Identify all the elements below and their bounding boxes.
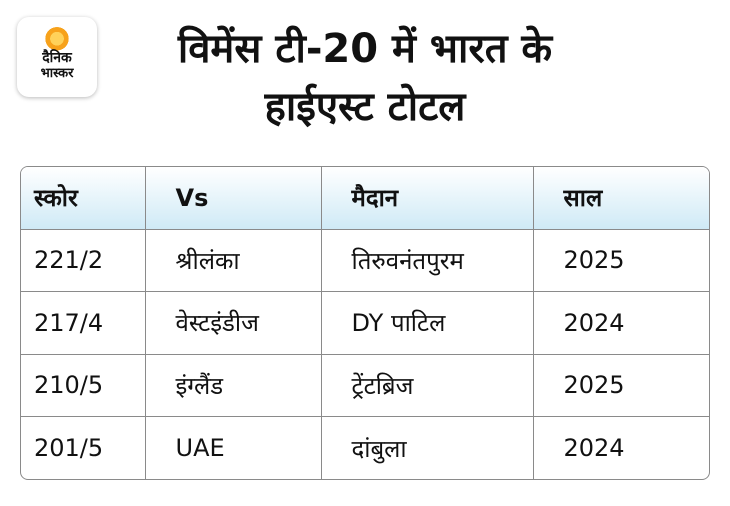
cell-venue: तिरुवनंतपुरम — [321, 229, 534, 292]
cell-venue: दांबुला — [321, 416, 534, 479]
header-score: स्कोर — [21, 167, 146, 230]
table-row: 217/4 वेस्टइंडीज DY पाटिल 2024 — [21, 291, 709, 355]
table-header-row: स्कोर Vs मैदान साल — [21, 167, 709, 230]
cell-score: 210/5 — [21, 354, 146, 417]
page-title: विमेंस टी-20 में भारत के हाईएस्ट टोटल — [105, 20, 625, 136]
header-opponent: Vs — [145, 167, 322, 230]
cell-score: 201/5 — [21, 416, 146, 479]
cell-year: 2024 — [563, 434, 625, 462]
title-line2: हाईएस्ट टोटल — [264, 84, 466, 130]
dainik-bhaskar-logo[interactable]: दैनिक भास्कर — [17, 17, 97, 97]
logo-text-line2: भास्कर — [40, 66, 74, 81]
logo-text-line1: दैनिक — [42, 50, 72, 66]
cell-venue: DY पाटिल — [321, 291, 534, 355]
table-row: 201/5 UAE दांबुला 2024 — [21, 416, 709, 479]
highest-totals-table: स्कोर Vs मैदान साल 221/2 श्रीलंका तिरुवन… — [21, 167, 709, 479]
cell-opponent: इंग्लैंड — [145, 354, 322, 417]
scores-table: स्कोर Vs मैदान साल 221/2 श्रीलंका तिरुवन… — [20, 166, 710, 480]
cell-opponent: श्रीलंका — [145, 229, 322, 292]
cell-year: 2025 — [533, 229, 709, 292]
cell-opponent: UAE — [145, 416, 322, 479]
cell-year: 2024 — [533, 291, 709, 355]
cell-venue: ट्रेंटब्रिज — [321, 354, 534, 417]
header-venue: मैदान — [321, 167, 534, 230]
cell-score: 217/4 — [21, 291, 146, 355]
cell-score: 221/2 — [21, 229, 146, 292]
title-line1: विमेंस टी-20 में भारत के — [177, 26, 553, 72]
table-row: 210/5 इंग्लैंड ट्रेंटब्रिज 2025 — [21, 354, 709, 417]
sun-icon — [44, 27, 70, 53]
table-row: 221/2 श्रीलंका तिरुवनंतपुरम 2025 — [21, 229, 709, 292]
cell-year: 2025 — [533, 354, 709, 417]
cell-opponent: वेस्टइंडीज — [145, 291, 322, 355]
header-year: साल — [533, 167, 709, 230]
